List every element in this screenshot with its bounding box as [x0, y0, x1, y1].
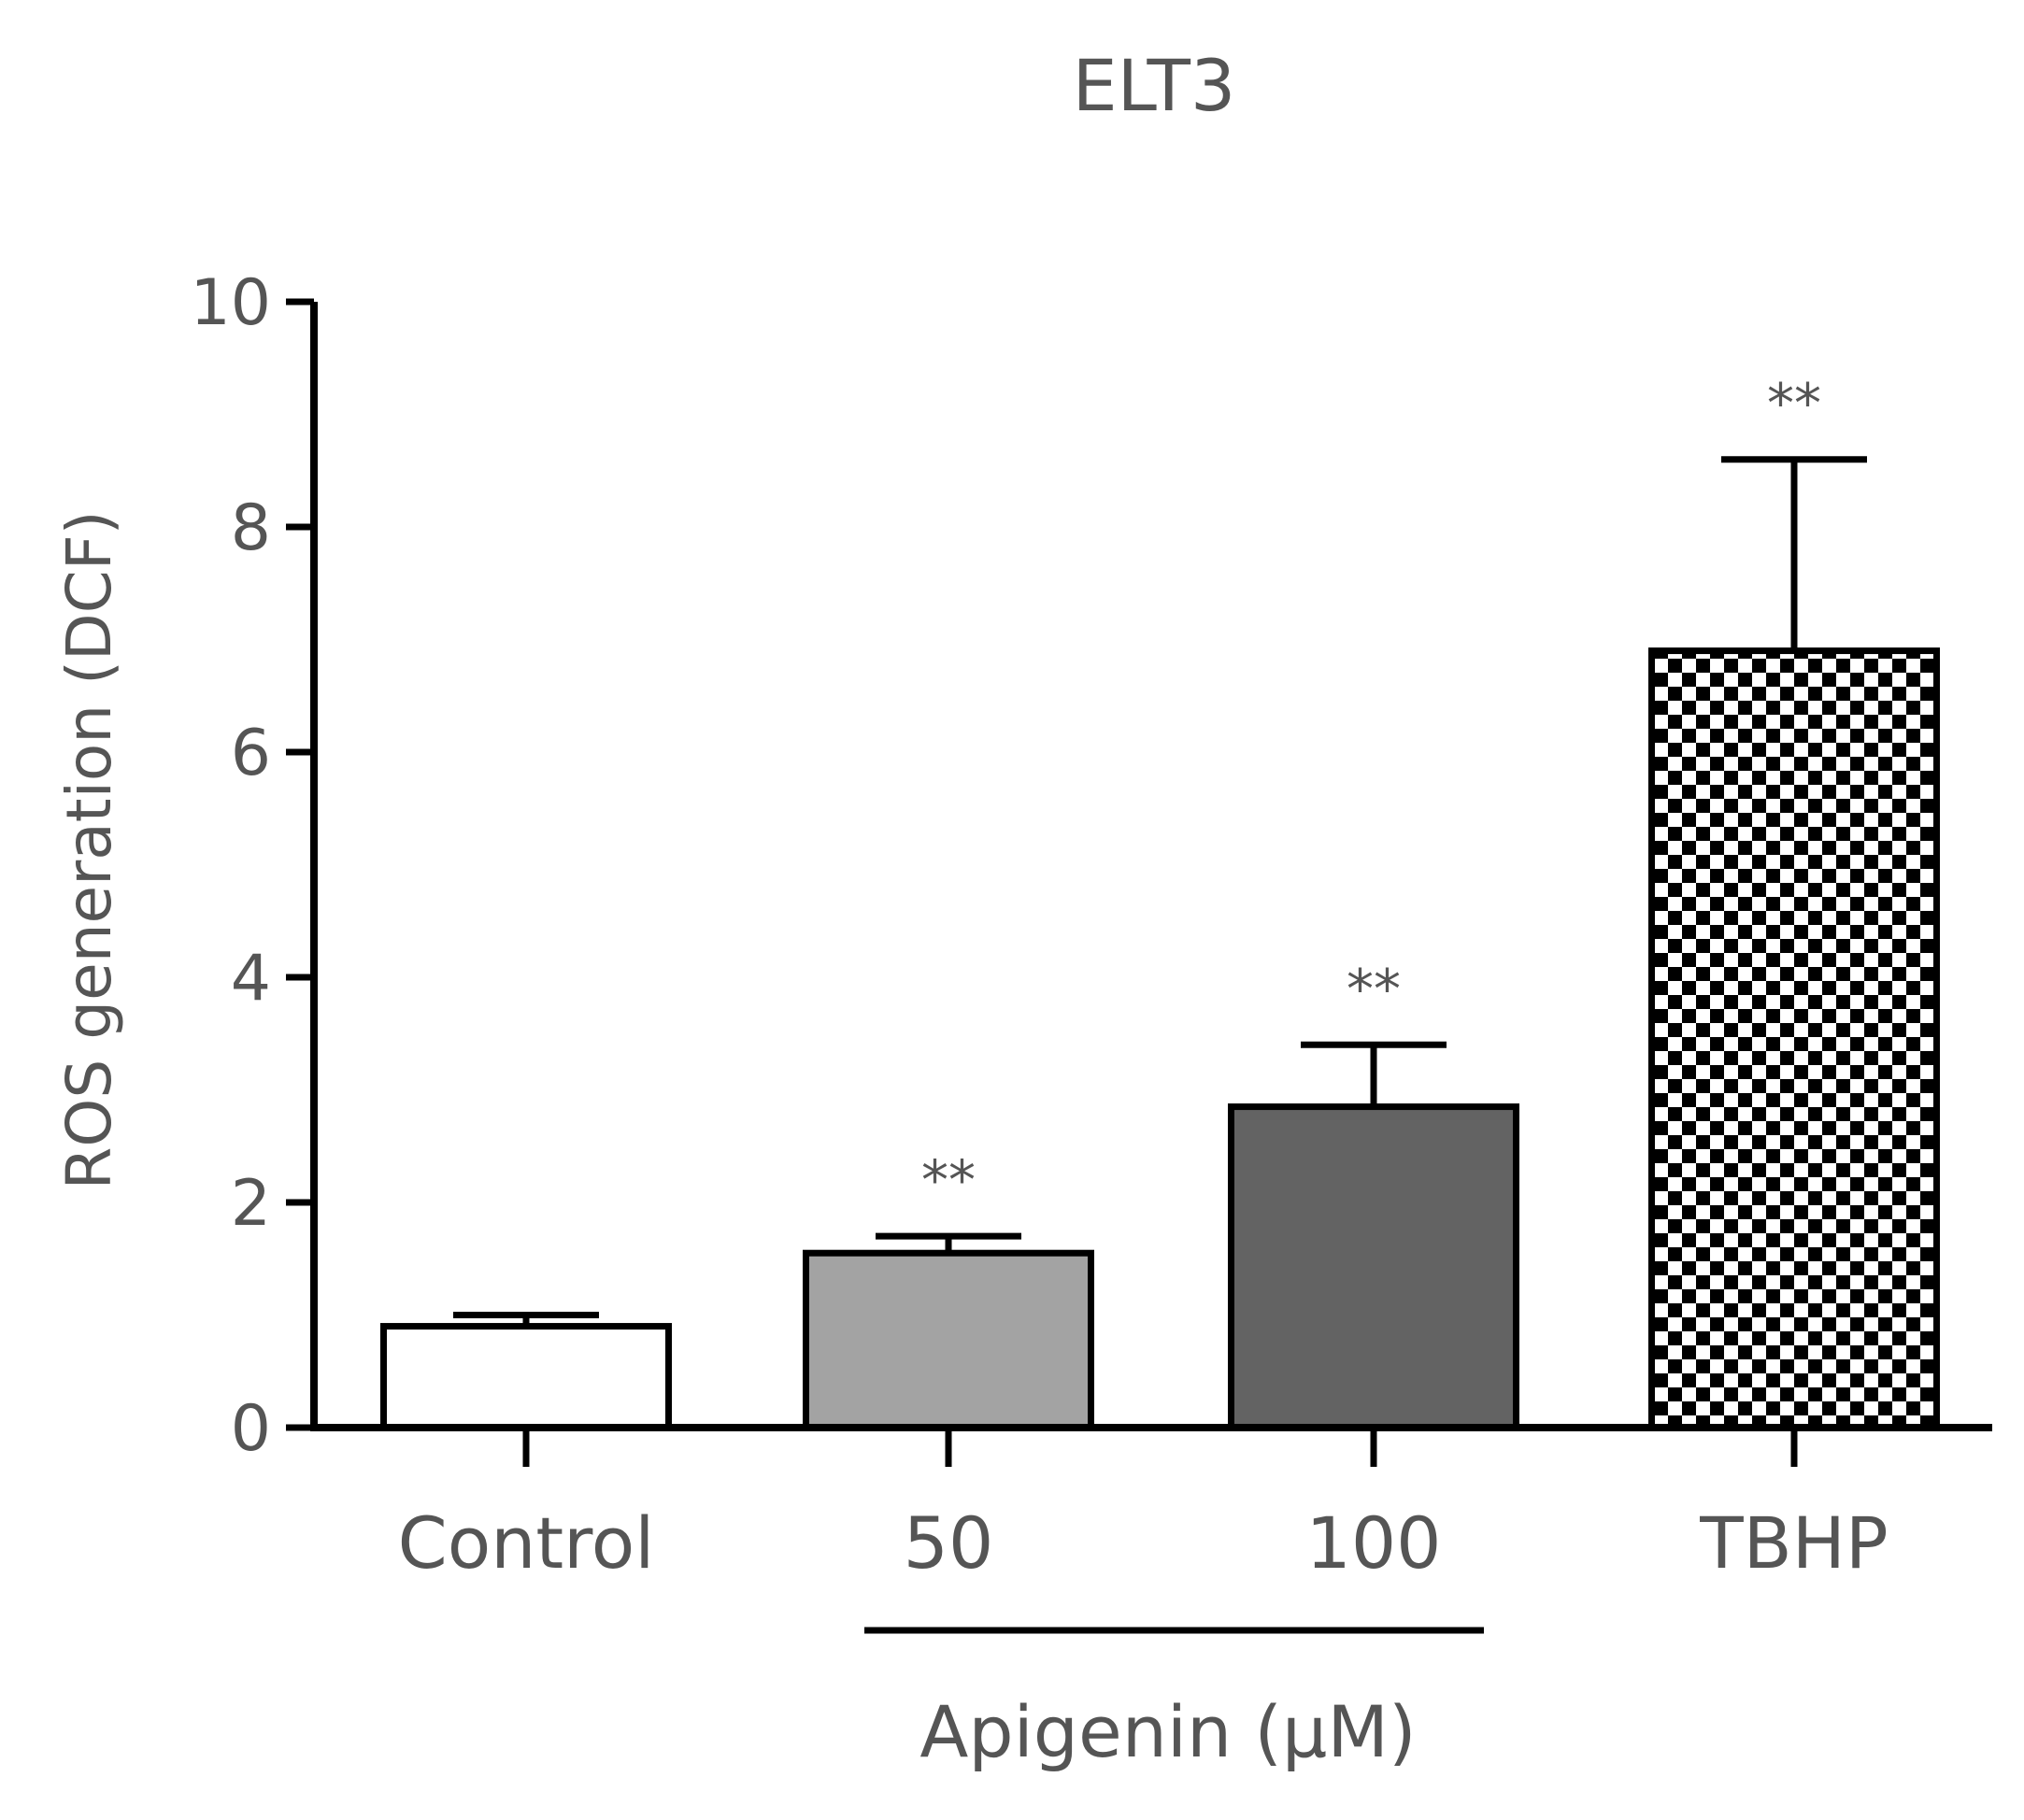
y-tick-label: 6: [231, 717, 271, 790]
y-tick-label: 2: [231, 1167, 271, 1241]
y-axis-label: ROS generation (DCF): [53, 511, 125, 1190]
bar-control: [380, 1323, 672, 1431]
x-tick-label: 50: [904, 1501, 994, 1585]
y-tick-label: 10: [190, 266, 271, 340]
chart-title: ELT3: [1073, 44, 1236, 127]
bar-100: [1228, 1103, 1519, 1431]
group-label: Apigenin (µM): [919, 1690, 1416, 1773]
x-tick-label: TBHP: [1699, 1501, 1889, 1585]
significance-marker: **: [1767, 372, 1821, 435]
y-tick-label: 4: [231, 942, 271, 1016]
significance-marker: **: [1347, 957, 1401, 1020]
significance-marker: **: [921, 1148, 976, 1212]
bar-tbhp: [1648, 647, 1940, 1431]
x-tick-label: 100: [1305, 1501, 1441, 1585]
y-tick-label: 0: [231, 1392, 271, 1466]
bar-50: [803, 1249, 1094, 1431]
y-tick-label: 8: [231, 491, 271, 565]
x-tick-label: Control: [398, 1501, 655, 1585]
